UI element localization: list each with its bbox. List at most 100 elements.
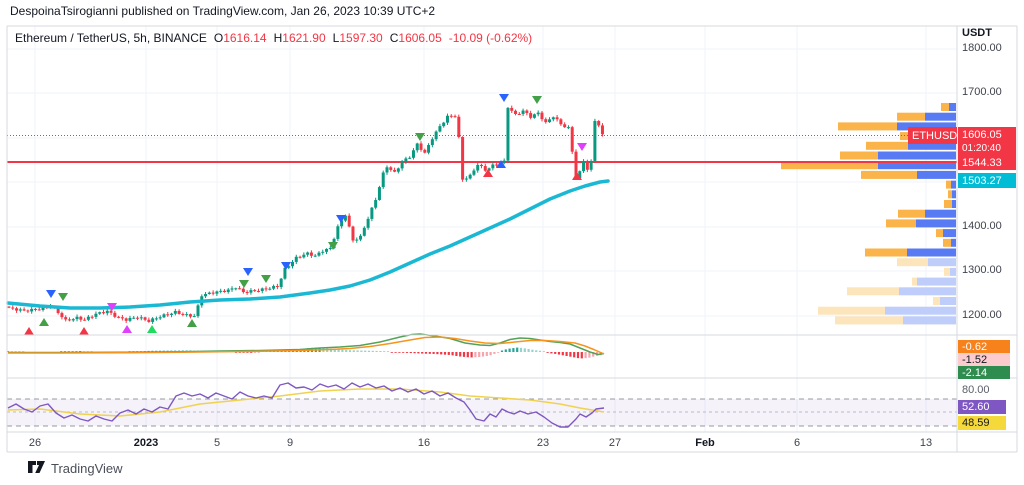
- time-tick-label[interactable]: 16: [417, 437, 431, 449]
- candle-body: [502, 160, 506, 164]
- macd-histogram-bar: [546, 352, 549, 353]
- macd-histogram-bar: [329, 348, 333, 352]
- macd-histogram-bar: [588, 352, 591, 358]
- volume-profile-bar-orange: [943, 238, 951, 247]
- volume-profile-bar-orange: [886, 219, 916, 228]
- macd-histogram-bar: [75, 351, 78, 352]
- signal-triangle-down: [281, 262, 291, 270]
- footer-brand[interactable]: TradingView: [28, 461, 123, 476]
- candle-body: [362, 227, 366, 236]
- candle-body: [56, 307, 60, 314]
- macd-histogram-bar: [14, 351, 17, 352]
- volume-profile-bar-blue: [907, 248, 956, 257]
- candle-body: [377, 187, 381, 201]
- candle-body: [196, 305, 200, 317]
- signal-triangle-down: [239, 280, 249, 288]
- macd-histogram-bar: [519, 347, 523, 352]
- time-tick-label[interactable]: Feb: [695, 437, 715, 449]
- price-tick-label[interactable]: 1300.00: [962, 264, 1002, 276]
- macd-histogram-bar: [371, 350, 374, 352]
- candle-body: [347, 215, 351, 227]
- candle-body: [143, 317, 147, 320]
- candle-body: [79, 316, 83, 320]
- candle-body: [7, 306, 11, 308]
- volume-profile-bar-orange: [866, 141, 908, 150]
- legend-ohlc-key: L: [332, 31, 340, 45]
- macd-line: [8, 333, 605, 356]
- macd-histogram-bar: [409, 352, 412, 354]
- macd-histogram-bar: [238, 352, 241, 353]
- candle-body: [94, 313, 98, 317]
- macd-histogram-bar: [22, 351, 25, 352]
- candle-body: [582, 161, 586, 172]
- candle-body: [430, 139, 434, 146]
- candle-body: [585, 161, 589, 170]
- candle-body: [453, 116, 457, 118]
- candle-body: [464, 178, 468, 180]
- signal-triangle-down: [499, 94, 509, 102]
- volume-profile-bar-orange: [948, 190, 952, 199]
- volume-profile-bar-blue: [897, 122, 956, 131]
- rsi-value-badge: 52.60: [958, 400, 1006, 414]
- candle-body: [566, 127, 570, 129]
- macd-histogram-bar: [493, 352, 496, 354]
- macd-histogram-bar: [440, 352, 443, 355]
- time-tick-label[interactable]: 6: [793, 437, 801, 449]
- candle-body: [551, 117, 555, 120]
- time-tick-label[interactable]: 2023: [133, 437, 159, 449]
- candle-body: [166, 314, 170, 316]
- candle-body: [151, 318, 155, 322]
- macd-histogram-bar: [417, 352, 420, 354]
- macd-histogram-bar: [234, 352, 238, 353]
- candle-body: [41, 306, 45, 310]
- candle-body: [219, 290, 223, 292]
- macd-histogram-bar: [345, 350, 348, 352]
- macd-histogram-bar: [67, 351, 70, 352]
- price-tick-label[interactable]: 1200.00: [962, 309, 1002, 321]
- candle-body: [207, 292, 211, 295]
- time-tick-label[interactable]: 23: [536, 437, 550, 449]
- macd-signal-line: [8, 336, 605, 355]
- chart-legend[interactable]: Ethereum / TetherUS, 5h, BINANCE O1616.14…: [15, 31, 532, 45]
- time-tick-label[interactable]: 9: [286, 437, 294, 449]
- time-tick-label[interactable]: 13: [919, 437, 933, 449]
- time-tick-label[interactable]: 26: [28, 437, 42, 449]
- volume-profile-bar-blue: [949, 103, 956, 111]
- candle-body: [457, 116, 461, 137]
- candle-body: [302, 254, 306, 258]
- last-price-value: 1606.05: [962, 129, 1002, 141]
- candle-body: [461, 136, 465, 180]
- macd-histogram-bar: [360, 350, 363, 352]
- candle-body: [117, 316, 121, 318]
- macd-histogram-bar: [424, 352, 428, 354]
- candle-body: [536, 112, 540, 115]
- candle-body: [532, 114, 536, 118]
- signal-triangle-up: [483, 169, 493, 177]
- candle-body: [188, 314, 192, 317]
- candle-body: [211, 292, 215, 294]
- candle-body: [287, 266, 291, 268]
- volume-profile-bar-orange: [835, 316, 903, 325]
- macd-histogram-bar: [352, 350, 355, 352]
- volume-profile-bar-orange: [838, 122, 897, 131]
- macd-histogram-badge: -0.62: [958, 340, 1010, 353]
- macd-histogram-bar: [550, 352, 553, 354]
- time-tick-label[interactable]: 5: [213, 437, 221, 449]
- price-tick-label[interactable]: 1400.00: [962, 220, 1002, 232]
- candle-body: [177, 310, 181, 314]
- candle-body: [419, 143, 423, 150]
- price-tick-label[interactable]: 1700.00: [962, 86, 1002, 98]
- candle-body: [374, 200, 378, 208]
- price-tick-label[interactable]: 1800.00: [962, 42, 1002, 54]
- candle-body: [510, 107, 514, 111]
- candle-body: [559, 119, 563, 125]
- candle-body: [204, 294, 208, 297]
- volume-profile-bar-blue: [878, 161, 956, 170]
- macd-histogram-bar: [405, 352, 409, 353]
- legend-symbol[interactable]: Ethereum / TetherUS, 5h, BINANCE: [15, 31, 207, 45]
- rsi-line: [7, 382, 605, 428]
- time-tick-label[interactable]: 27: [608, 437, 622, 449]
- volume-profile-bar-orange: [865, 248, 907, 257]
- candle-body: [162, 314, 166, 318]
